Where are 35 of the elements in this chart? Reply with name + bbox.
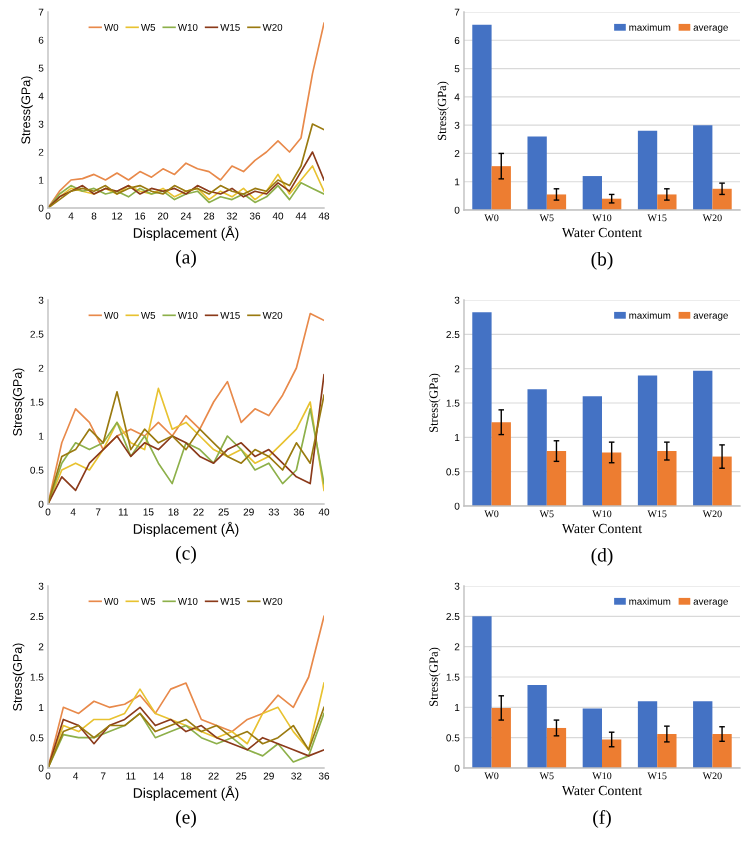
text: (a) bbox=[176, 250, 196, 268]
text: (f) bbox=[593, 810, 611, 828]
bar bbox=[693, 701, 713, 768]
bar bbox=[491, 166, 511, 210]
bar bbox=[712, 734, 732, 768]
bar bbox=[527, 136, 547, 210]
bar bbox=[527, 684, 547, 768]
bar bbox=[546, 194, 567, 210]
bar bbox=[693, 125, 713, 210]
text: (e) bbox=[176, 810, 196, 828]
bar bbox=[472, 312, 492, 506]
bar bbox=[491, 422, 511, 506]
bar bbox=[637, 130, 658, 210]
bar bbox=[582, 708, 602, 768]
bar bbox=[637, 701, 658, 768]
bar bbox=[657, 194, 677, 210]
bar bbox=[472, 616, 492, 768]
bar bbox=[546, 727, 567, 768]
bar bbox=[712, 188, 732, 210]
bar bbox=[582, 176, 602, 210]
text: (b) bbox=[591, 252, 613, 270]
bar bbox=[472, 24, 492, 210]
bar bbox=[602, 452, 622, 506]
bar bbox=[712, 456, 732, 506]
bar bbox=[693, 370, 713, 506]
bar bbox=[546, 451, 567, 506]
bar bbox=[582, 396, 602, 506]
text: (c) bbox=[176, 546, 196, 564]
text: (d) bbox=[591, 548, 613, 566]
bar bbox=[527, 389, 547, 506]
bar bbox=[602, 739, 622, 768]
bar bbox=[491, 707, 511, 768]
bar bbox=[657, 734, 677, 768]
bar bbox=[637, 375, 658, 506]
bar bbox=[657, 451, 677, 506]
